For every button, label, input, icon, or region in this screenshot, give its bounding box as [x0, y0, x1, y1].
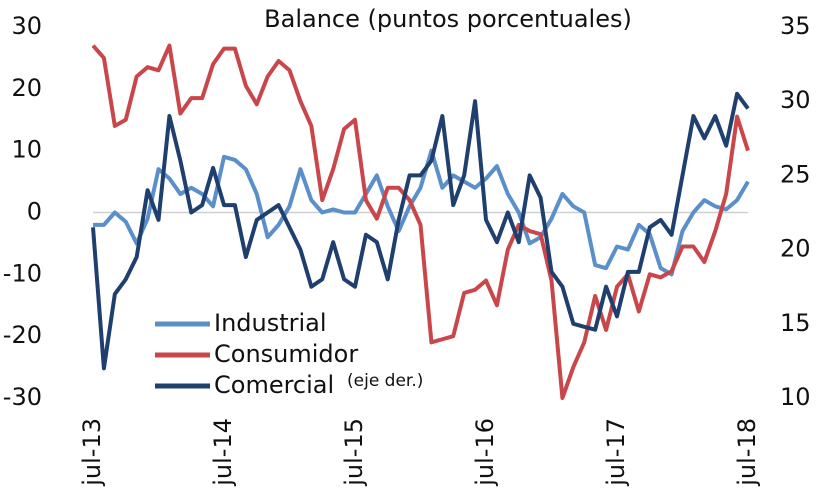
y2-tick-label: 20 — [780, 235, 811, 263]
y-tick-label: 30 — [11, 12, 42, 40]
chart-title: Balance (puntos porcentuales) — [264, 5, 632, 33]
series-line — [93, 148, 750, 277]
y2-tick-label: 10 — [780, 383, 811, 411]
y-tick-label: -20 — [3, 321, 42, 349]
x-tick-label: jul-14 — [209, 418, 237, 487]
legend-label: Industrial — [214, 309, 327, 337]
annotation: (eje der.) — [347, 371, 423, 391]
y2-tick-label: 30 — [780, 86, 811, 114]
y-tick-label: 0 — [27, 198, 42, 226]
series-line — [91, 43, 750, 400]
x-tick-label: jul-18 — [733, 418, 761, 487]
legend-label: Consumidor — [214, 340, 358, 368]
x-tick-label: jul-16 — [471, 418, 499, 487]
x-tick-label: jul-17 — [602, 418, 630, 487]
y2-tick-label: 35 — [780, 12, 811, 40]
y2-tick-label: 15 — [780, 309, 811, 337]
x-tick-label: jul-13 — [78, 418, 106, 487]
y-tick-label: 20 — [11, 74, 42, 102]
y-tick-label: -30 — [3, 383, 42, 411]
y2-tick-label: 25 — [780, 160, 811, 188]
y-tick-label: 10 — [11, 136, 42, 164]
y-tick-label: -10 — [3, 259, 42, 287]
series-line — [91, 91, 750, 371]
x-tick-label: jul-15 — [340, 418, 368, 487]
legend-label: Comercial — [214, 371, 334, 399]
